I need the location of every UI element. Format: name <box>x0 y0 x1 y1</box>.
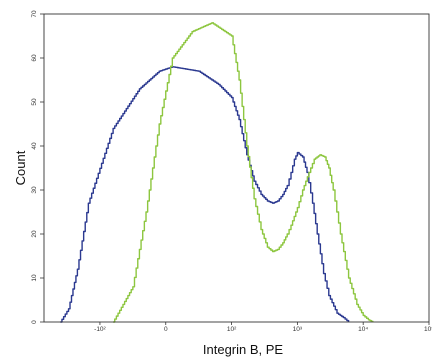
y-tick-label-6: 60 <box>31 54 38 62</box>
x-tick-label-3: 10³ <box>293 326 303 333</box>
x-axis-title: Integrin B, PE <box>203 342 284 357</box>
series-line-0 <box>60 66 350 323</box>
y-tick-label-7: 70 <box>31 10 38 18</box>
y-tick-label-2: 20 <box>31 230 38 238</box>
x-tick-label-1: 0 <box>164 326 168 333</box>
series-layer <box>60 22 374 323</box>
plot-frame <box>43 13 430 323</box>
x-tick-label-4: 10⁴ <box>358 326 368 333</box>
y-tick-label-0: 0 <box>31 320 38 324</box>
series-line-1 <box>113 22 374 323</box>
x-axis-ticks: -10² 0 10² 10³ 10⁴ 10⁵ <box>94 322 432 333</box>
y-axis-ticks: 0 10 20 30 40 50 60 70 <box>31 10 44 324</box>
y-tick-label-5: 50 <box>31 98 38 106</box>
y-axis-title: Count <box>13 150 28 185</box>
y-tick-label-1: 10 <box>31 274 38 282</box>
x-tick-label-2: 10² <box>227 326 237 333</box>
y-tick-label-4: 40 <box>31 142 38 150</box>
x-tick-label-0: -10² <box>94 326 106 333</box>
x-tick-label-5: 10⁵ <box>424 326 432 333</box>
plot-border <box>43 13 430 323</box>
y-tick-label-3: 30 <box>31 186 38 194</box>
